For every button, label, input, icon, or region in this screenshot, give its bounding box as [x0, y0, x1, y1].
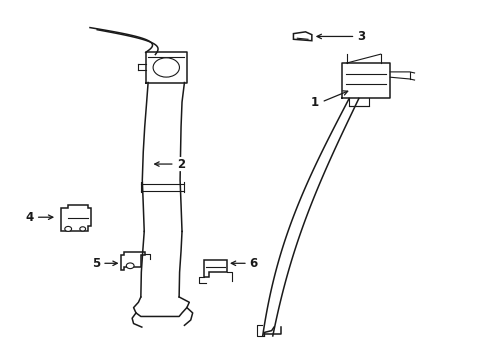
- Circle shape: [80, 227, 86, 231]
- Circle shape: [126, 263, 134, 269]
- Text: 1: 1: [311, 95, 319, 108]
- Polygon shape: [61, 205, 91, 231]
- Circle shape: [153, 58, 179, 77]
- Polygon shape: [294, 32, 312, 41]
- Text: 2: 2: [177, 158, 185, 171]
- Circle shape: [65, 226, 72, 231]
- Polygon shape: [204, 260, 227, 278]
- Polygon shape: [122, 252, 145, 270]
- Text: 4: 4: [26, 211, 34, 224]
- Text: 5: 5: [92, 257, 100, 270]
- Text: 6: 6: [249, 257, 258, 270]
- Text: 3: 3: [357, 30, 366, 43]
